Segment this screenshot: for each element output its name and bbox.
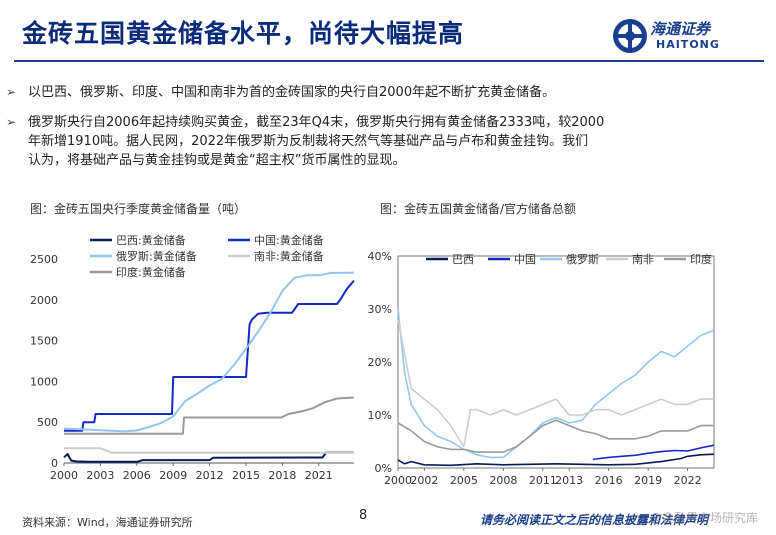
watermark: @金融界市场研究库 — [650, 511, 759, 525]
series-line-1 — [64, 279, 355, 432]
series-line-0 — [63, 451, 354, 463]
y-tick-label: 2000 — [30, 294, 58, 307]
series-line-0 — [397, 453, 715, 467]
x-tick-label: 2002 — [410, 474, 438, 487]
x-tick-label: 2003 — [86, 469, 114, 482]
series-line-3 — [64, 447, 354, 454]
y-tick-label: 10% — [368, 409, 392, 422]
series-line-3 — [397, 319, 714, 448]
y-tick-label: 0 — [51, 457, 58, 470]
y-tick-label: 500 — [37, 416, 58, 429]
legend-label: 俄罗斯:黄金储备 — [116, 249, 197, 263]
x-tick-label: 2005 — [450, 474, 478, 487]
bullet-1-line-1: 以巴西、俄罗斯、印度、中国和南非为首的金砖国家的央行自2000年起不断扩充黄金储… — [28, 85, 556, 100]
legend-label: 中国 — [514, 253, 536, 266]
logo-name-en: HAITONG — [656, 38, 720, 51]
series-line-4 — [64, 396, 355, 435]
y-tick-label: 20% — [368, 356, 392, 369]
bullet-2-line-1: 俄罗斯央行自2006年起持续购买黄金，截至23年Q4末，俄罗斯央行拥有黄金储备2… — [28, 115, 605, 130]
y-tick-label: 2500 — [30, 253, 58, 266]
title-rule — [14, 60, 764, 62]
x-tick-label: 2000 — [50, 469, 78, 482]
legend-label: 南非 — [632, 253, 654, 266]
plot-frame — [397, 255, 715, 469]
bullet-arrow-icon: ➢ — [6, 115, 17, 129]
legend-label: 巴西:黄金储备 — [116, 233, 186, 247]
y-tick-label: 1000 — [30, 375, 58, 388]
y-tick-label: 40% — [368, 250, 392, 263]
x-tick-label: 2016 — [595, 474, 623, 487]
bullet-2: ➢ 俄罗斯央行自2006年起持续购买黄金，截至23年Q4末，俄罗斯央行拥有黄金储… — [6, 113, 728, 170]
x-tick-label: 2009 — [159, 469, 187, 482]
logo-name: 海通证券 — [650, 20, 711, 38]
x-tick-label: 2006 — [123, 469, 151, 482]
page-number: 8 — [359, 508, 368, 523]
page-title: 金砖五国黄金储备水平，尚待大幅提高 — [22, 19, 465, 48]
bullet-2-line-2: 年新增1910吨。据人民网，2022年俄罗斯为反制裁将天然气等基础产品与卢布和黄… — [28, 134, 589, 149]
source-note: 资料来源：Wind，海通证券研究所 — [22, 516, 193, 529]
x-tick-label: 2021 — [305, 469, 333, 482]
x-tick-label: 2015 — [232, 469, 260, 482]
series-line-2 — [63, 271, 355, 433]
y-tick-label: 1500 — [30, 335, 58, 348]
legend-label: 俄罗斯 — [566, 253, 599, 266]
x-tick-label: 2012 — [196, 469, 224, 482]
series-line-4 — [397, 419, 714, 453]
legal-notice: 请务必阅读正文之后的信息披露和法律声明 — [480, 513, 709, 527]
haitong-logo-icon — [613, 19, 647, 53]
x-tick-label: 2000 — [384, 474, 412, 487]
reserves-tonnage-chart: 0 500 1000 1500 2000 2500 2000 2003 2006 2009 2012… — [30, 233, 355, 482]
x-tick-label: 2022 — [674, 474, 702, 487]
bullet-arrow-icon: ➢ — [6, 85, 17, 99]
chart-1-caption: 图：金砖五国央行季度黄金储备量（吨） — [30, 202, 247, 216]
y-tick-label: 30% — [368, 303, 392, 316]
x-tick-label: 2013 — [555, 474, 583, 487]
x-tick-label: 2011 — [529, 474, 557, 487]
series-line-1 — [592, 444, 715, 461]
y-tick-label: 0% — [375, 462, 392, 475]
x-tick-label: 2019 — [634, 474, 662, 487]
bullet-1: ➢ 以巴西、俄罗斯、印度、中国和南非为首的金砖国家的央行自2000年起不断扩充黄… — [6, 83, 728, 102]
legend-label: 巴西 — [452, 253, 474, 266]
legend-label: 印度 — [690, 252, 712, 266]
bullet-2-line-3: 认为，将基础产品与黄金挂钩或是黄金“超主权”货币属性的显现。 — [28, 153, 406, 168]
x-tick-label: 2008 — [489, 474, 517, 487]
chart-2-caption: 图：金砖五国黄金储备/官方储备总额 — [380, 202, 577, 216]
legend-label: 南非:黄金储备 — [254, 249, 324, 263]
legend-label: 印度:黄金储备 — [116, 265, 186, 279]
legend-label: 中国:黄金储备 — [254, 233, 324, 247]
series-line-2 — [397, 308, 715, 459]
x-tick-label: 2018 — [268, 469, 296, 482]
